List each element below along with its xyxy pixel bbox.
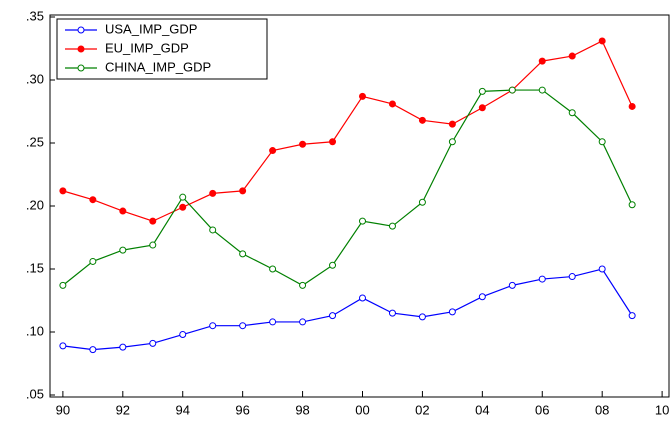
data-point — [628, 312, 636, 320]
data-point — [299, 140, 307, 148]
data-point — [448, 120, 456, 128]
data-point — [89, 346, 97, 354]
x-tick-label: 02 — [415, 402, 429, 417]
legend-label: USA_IMP_GDP — [105, 21, 197, 36]
data-point — [299, 318, 307, 326]
data-point — [269, 318, 277, 326]
series-line — [62, 89, 633, 287]
y-tick-label: .05 — [26, 386, 44, 401]
data-point — [418, 313, 426, 321]
data-point — [478, 293, 486, 301]
data-point — [119, 246, 127, 254]
data-point — [508, 281, 516, 289]
data-point — [269, 147, 277, 155]
data-point — [628, 201, 636, 209]
data-point — [358, 92, 366, 100]
data-point — [538, 86, 546, 94]
data-point — [209, 226, 217, 234]
data-point — [149, 339, 157, 347]
data-point — [239, 250, 247, 258]
data-point — [209, 189, 217, 197]
series-line — [62, 40, 633, 222]
x-tick-label: 10 — [655, 402, 669, 417]
data-point — [598, 138, 606, 146]
y-tick-label: .35 — [26, 8, 44, 23]
x-tick-label: 00 — [355, 402, 369, 417]
data-point — [179, 331, 187, 339]
data-point — [448, 308, 456, 316]
data-point — [568, 109, 576, 117]
series-line — [62, 268, 633, 351]
legend: USA_IMP_GDP EU_IMP_GDP CHINA_IMP_GDP — [56, 18, 268, 80]
y-tick-label: .10 — [26, 323, 44, 338]
data-point — [448, 138, 456, 146]
x-tick-label: 96 — [235, 402, 249, 417]
y-tick-label: .30 — [26, 71, 44, 86]
data-point — [179, 193, 187, 201]
data-point — [478, 104, 486, 112]
data-point — [119, 343, 127, 351]
data-point — [358, 217, 366, 225]
y-tick-label: .20 — [26, 197, 44, 212]
x-tick-label: 06 — [535, 402, 549, 417]
data-point — [299, 281, 307, 289]
data-point — [388, 309, 396, 317]
x-tick-label: 94 — [175, 402, 189, 417]
y-tick-label: .15 — [26, 260, 44, 275]
legend-label: CHINA_IMP_GDP — [105, 59, 211, 74]
data-point — [598, 37, 606, 45]
data-point — [269, 265, 277, 273]
data-point — [209, 322, 217, 330]
legend-label: EU_IMP_GDP — [105, 40, 189, 55]
y-tick-label: .25 — [26, 134, 44, 149]
data-point — [568, 273, 576, 281]
data-point — [89, 196, 97, 204]
data-point — [329, 138, 337, 146]
data-point — [59, 187, 67, 195]
legend-marker — [77, 26, 85, 34]
data-point — [388, 100, 396, 108]
data-point — [418, 198, 426, 206]
data-point — [598, 265, 606, 273]
data-point — [59, 281, 67, 289]
data-point — [149, 241, 157, 249]
data-point — [418, 116, 426, 124]
data-point — [508, 86, 516, 94]
x-tick-label: 92 — [116, 402, 130, 417]
data-point — [478, 87, 486, 95]
legend-marker — [77, 45, 85, 53]
data-point — [149, 217, 157, 225]
data-point — [179, 203, 187, 211]
x-tick-label: 98 — [295, 402, 309, 417]
legend-marker — [77, 64, 85, 72]
data-point — [329, 261, 337, 269]
data-point — [119, 207, 127, 215]
data-point — [538, 275, 546, 283]
x-tick-label: 08 — [595, 402, 609, 417]
data-point — [89, 257, 97, 265]
x-tick-label: 90 — [56, 402, 70, 417]
x-tick-label: 04 — [475, 402, 489, 417]
data-point — [358, 294, 366, 302]
data-point — [568, 52, 576, 60]
data-point — [388, 222, 396, 230]
data-point — [628, 102, 636, 110]
data-point — [239, 187, 247, 195]
data-point — [239, 322, 247, 330]
data-point — [59, 342, 67, 350]
data-point — [329, 312, 337, 320]
data-point — [538, 57, 546, 65]
